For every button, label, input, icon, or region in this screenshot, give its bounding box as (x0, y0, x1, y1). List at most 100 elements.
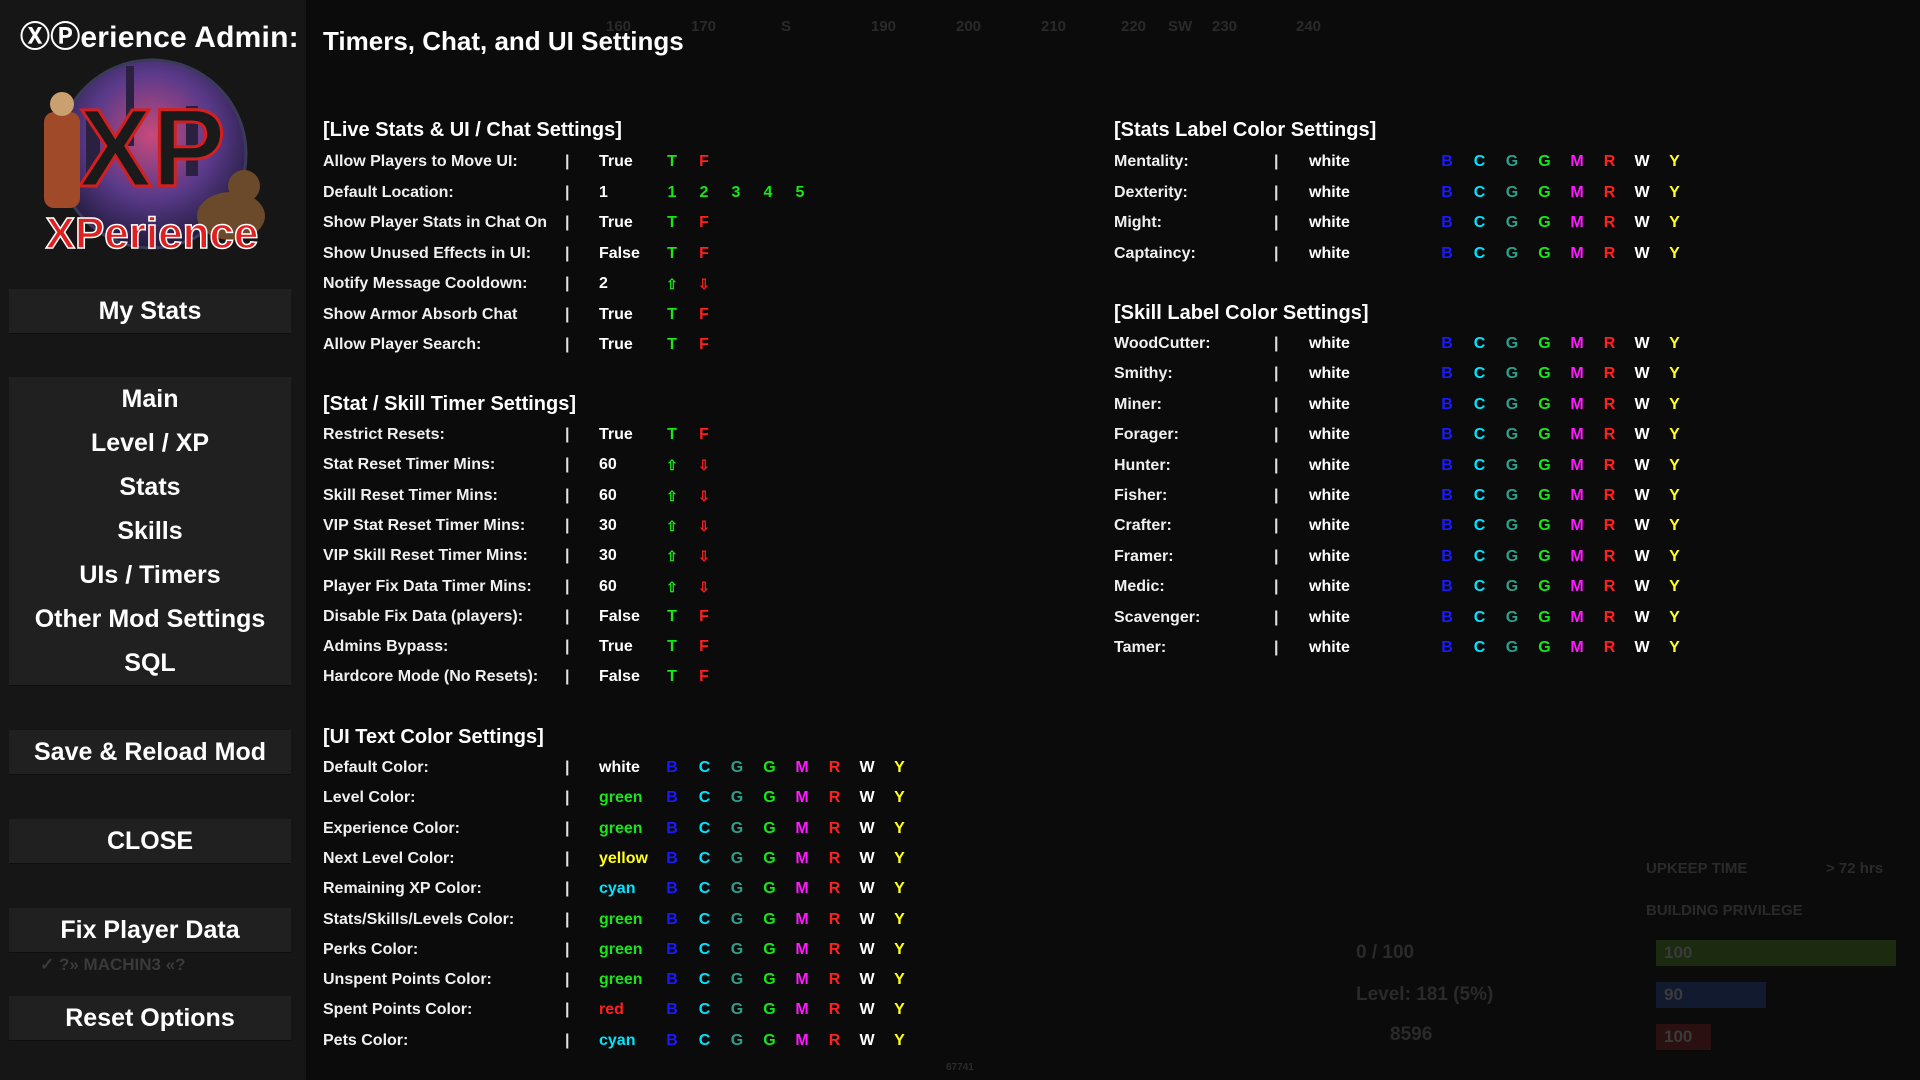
color-g1-button[interactable]: G (1505, 395, 1519, 413)
increase-arrow-icon[interactable]: ⇧ (666, 487, 678, 504)
color-c-button[interactable]: C (1473, 244, 1486, 262)
color-m-button[interactable]: M (795, 910, 809, 928)
color-c-button[interactable]: C (1473, 426, 1486, 444)
color-m-button[interactable]: M (795, 1001, 809, 1019)
decrease-arrow-icon[interactable]: ⇩ (698, 517, 710, 534)
color-c-button[interactable]: C (698, 849, 711, 867)
color-g2-button[interactable]: G (1538, 547, 1551, 565)
color-b-button[interactable]: B (1441, 517, 1453, 535)
decrease-arrow-icon[interactable]: ⇩ (698, 276, 710, 292)
color-y-button[interactable]: Y (1669, 487, 1680, 504)
set-t-button[interactable]: T (667, 153, 677, 170)
color-m-button[interactable]: M (795, 819, 809, 837)
color-c-button[interactable]: C (1473, 456, 1486, 474)
color-b-button[interactable]: B (1441, 578, 1453, 596)
color-b-button[interactable]: B (1441, 547, 1453, 565)
close-button[interactable]: CLOSE (9, 819, 291, 864)
set-f-button[interactable]: F (699, 244, 709, 262)
color-m-button[interactable]: M (795, 759, 809, 776)
color-r-button[interactable]: R (1603, 456, 1616, 474)
color-g2-button[interactable]: G (1538, 335, 1551, 352)
color-m-button[interactable]: M (1570, 608, 1584, 626)
color-g1-button[interactable]: G (730, 1001, 744, 1019)
color-y-button[interactable]: Y (894, 971, 905, 989)
location-2-button[interactable]: 2 (699, 183, 709, 201)
color-y-button[interactable]: Y (1669, 395, 1680, 413)
color-y-button[interactable]: Y (894, 910, 905, 928)
color-y-button[interactable]: Y (894, 1001, 905, 1019)
location-1-button[interactable]: 1 (667, 183, 677, 201)
color-w-button[interactable]: W (1634, 335, 1650, 352)
increase-arrow-icon[interactable]: ⇧ (666, 457, 678, 474)
color-g1-button[interactable]: G (730, 1031, 744, 1049)
color-g2-button[interactable]: G (1538, 395, 1551, 413)
color-b-button[interactable]: B (1441, 456, 1453, 474)
color-b-button[interactable]: B (1441, 153, 1453, 170)
color-y-button[interactable]: Y (1669, 426, 1680, 444)
my-stats-button[interactable]: My Stats (9, 289, 291, 334)
color-b-button[interactable]: B (666, 880, 678, 898)
color-y-button[interactable]: Y (1669, 214, 1680, 231)
color-y-button[interactable]: Y (894, 880, 905, 898)
set-t-button[interactable]: T (667, 305, 677, 323)
decrease-arrow-icon[interactable]: ⇩ (698, 578, 710, 595)
fix-player-data-button[interactable]: Fix Player Data (9, 908, 291, 953)
color-m-button[interactable]: M (1570, 426, 1584, 444)
color-y-button[interactable]: Y (1669, 578, 1680, 596)
skills-button[interactable]: Skills (9, 509, 291, 554)
color-g2-button[interactable]: G (1538, 578, 1551, 596)
color-g1-button[interactable]: G (1505, 153, 1519, 170)
increase-arrow-icon[interactable]: ⇧ (666, 548, 678, 565)
color-m-button[interactable]: M (1570, 456, 1584, 474)
location-5-button[interactable]: 5 (795, 183, 805, 201)
color-b-button[interactable]: B (1441, 426, 1453, 444)
color-w-button[interactable]: W (1634, 183, 1650, 201)
color-r-button[interactable]: R (828, 910, 841, 928)
color-g1-button[interactable]: G (1505, 183, 1519, 201)
color-g1-button[interactable]: G (1505, 487, 1519, 504)
color-g2-button[interactable]: G (763, 1031, 776, 1049)
color-w-button[interactable]: W (1634, 426, 1650, 444)
color-c-button[interactable]: C (698, 1001, 711, 1019)
color-g2-button[interactable]: G (1538, 639, 1551, 656)
color-g1-button[interactable]: G (1505, 517, 1519, 535)
color-w-button[interactable]: W (859, 1031, 875, 1049)
color-g1-button[interactable]: G (1505, 456, 1519, 474)
color-g2-button[interactable]: G (1538, 244, 1551, 262)
color-b-button[interactable]: B (666, 759, 678, 776)
color-g2-button[interactable]: G (763, 819, 776, 837)
color-r-button[interactable]: R (1603, 153, 1616, 170)
set-f-button[interactable]: F (699, 638, 709, 656)
color-m-button[interactable]: M (1570, 335, 1584, 352)
color-y-button[interactable]: Y (1669, 183, 1680, 201)
color-m-button[interactable]: M (795, 971, 809, 989)
color-b-button[interactable]: B (1441, 639, 1453, 656)
set-f-button[interactable]: F (699, 153, 709, 170)
color-w-button[interactable]: W (859, 759, 875, 776)
color-w-button[interactable]: W (859, 971, 875, 989)
color-c-button[interactable]: C (1473, 153, 1486, 170)
color-g2-button[interactable]: G (1538, 608, 1551, 626)
color-c-button[interactable]: C (698, 1031, 711, 1049)
color-m-button[interactable]: M (1570, 639, 1584, 656)
color-y-button[interactable]: Y (1669, 517, 1680, 535)
color-g1-button[interactable]: G (1505, 335, 1519, 352)
color-w-button[interactable]: W (859, 789, 875, 807)
color-y-button[interactable]: Y (894, 1031, 905, 1049)
color-g1-button[interactable]: G (1505, 214, 1519, 231)
set-t-button[interactable]: T (667, 214, 677, 231)
color-b-button[interactable]: B (1441, 335, 1453, 352)
color-g1-button[interactable]: G (730, 880, 744, 898)
color-c-button[interactable]: C (1473, 517, 1486, 535)
color-w-button[interactable]: W (859, 910, 875, 928)
set-f-button[interactable]: F (699, 336, 709, 353)
color-r-button[interactable]: R (828, 849, 841, 867)
color-y-button[interactable]: Y (894, 759, 905, 776)
color-r-button[interactable]: R (828, 971, 841, 989)
color-b-button[interactable]: B (1441, 395, 1453, 413)
set-t-button[interactable]: T (667, 638, 677, 656)
color-w-button[interactable]: W (859, 1001, 875, 1019)
color-g2-button[interactable]: G (1538, 487, 1551, 504)
color-g1-button[interactable]: G (1505, 365, 1519, 383)
color-r-button[interactable]: R (1603, 244, 1616, 262)
